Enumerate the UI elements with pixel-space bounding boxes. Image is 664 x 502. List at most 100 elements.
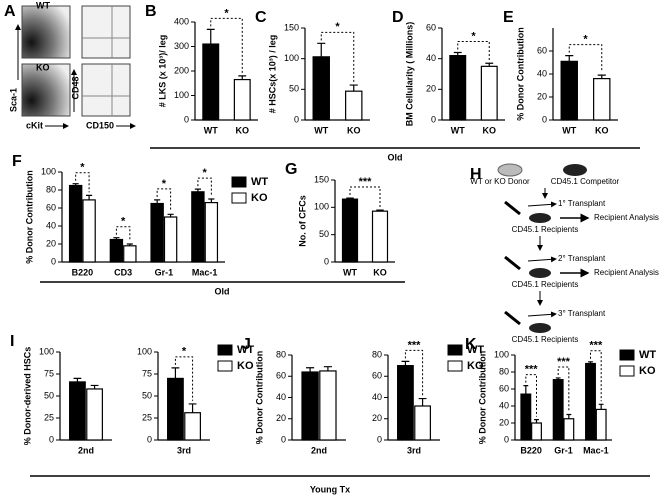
bar [109, 238, 124, 263]
y-tick-label: 60 [537, 45, 547, 55]
y-tick-label: 40 [372, 392, 382, 402]
error-bar [72, 183, 79, 186]
y-tick-label: 400 [174, 16, 189, 26]
y-tick-label: 80 [372, 349, 382, 359]
y-tick-label: 60 [276, 371, 286, 381]
y-tick-label: 20 [276, 413, 286, 423]
significance-bracket [174, 356, 194, 401]
panel-letter: B [145, 3, 157, 20]
y-tick-label: 100 [494, 349, 509, 359]
recipients-label: CD45.1 Recipients [512, 280, 579, 289]
y-axis-label: # LKS (x 10³)/ leg [157, 35, 167, 108]
y-tick-label: 80 [276, 349, 286, 359]
error-bar [306, 367, 315, 372]
error-bar [317, 42, 326, 57]
bar [480, 65, 498, 121]
flow-plot [21, 5, 71, 59]
panel-letter: H [470, 166, 482, 183]
significance-label: * [583, 34, 588, 46]
bar [552, 379, 564, 441]
bar [585, 362, 596, 441]
significance-label: *** [525, 364, 539, 376]
axis-label: CD150 [86, 120, 114, 130]
legend-swatch [619, 349, 635, 361]
y-tick-label: 40 [537, 68, 547, 78]
y-tick-label: 80 [46, 184, 56, 194]
error-bar [346, 197, 354, 200]
panel-letter: F [12, 153, 22, 170]
arrow [527, 256, 557, 263]
y-tick-label: 200 [174, 65, 189, 75]
significance-label: *** [589, 340, 603, 352]
recipients-label: CD45.1 Recipients [512, 225, 579, 234]
x-tick-label: B220 [520, 445, 542, 455]
error-bar [534, 419, 539, 423]
legend-label: WT [237, 344, 254, 356]
legend-label: KO [639, 365, 656, 377]
x-tick-label: 2nd [78, 445, 94, 455]
y-tick-label: 60 [46, 202, 56, 212]
error-bar [566, 413, 572, 419]
y-axis-label: % Donor Contribution [515, 27, 525, 120]
x-tick-label: KO [483, 125, 497, 135]
panel-letter: G [285, 161, 297, 178]
error-bar [523, 385, 529, 395]
syringe [504, 200, 521, 216]
error-bar [453, 51, 462, 56]
bar [560, 60, 578, 121]
y-tick-label: 40 [276, 392, 286, 402]
y-tick-label: 100 [137, 346, 152, 356]
y-tick-label: 40 [46, 220, 56, 230]
x-tick-label: WT [451, 125, 465, 135]
competitor-label: CD45.1 Competitor [551, 177, 620, 186]
axis-label: cKit [26, 120, 43, 130]
x-tick-label: 3rd [407, 445, 421, 455]
significance-bracket [525, 374, 538, 417]
panel-letter: C [255, 9, 267, 26]
analysis-label: Recipient Analysis [594, 268, 659, 277]
significance-label: *** [557, 356, 571, 368]
significance-bracket [197, 177, 212, 196]
y-tick-label: 20 [426, 84, 436, 94]
bar [345, 90, 363, 121]
significance-label: * [121, 216, 126, 228]
recipients-label: CD45.1 Recipients [512, 335, 579, 344]
y-tick-label: 0 [504, 434, 509, 444]
flow-panel: A WT KO Sca-1 cKit CD48 CD150 [4, 0, 136, 130]
bar [68, 184, 83, 263]
error-bar [588, 361, 593, 364]
legend-swatch [217, 360, 233, 372]
bar [82, 199, 96, 263]
mouse-icon [497, 163, 523, 177]
error-bar [113, 237, 120, 240]
y-tick-label: 0 [431, 114, 436, 124]
y-tick-label: 25 [44, 412, 54, 422]
error-bar [167, 213, 174, 217]
legend-label: WT [467, 344, 484, 356]
y-tick-label: 50 [44, 390, 54, 400]
y-tick-label: 100 [41, 166, 56, 176]
row-label: KO [36, 62, 50, 72]
significance-bracket [320, 31, 355, 83]
y-tick-label: 100 [314, 202, 329, 212]
y-tick-label: 75 [44, 368, 54, 378]
bar [301, 371, 319, 441]
y-tick-label: 80 [499, 366, 509, 376]
error-bar [323, 366, 332, 371]
bar [563, 418, 575, 441]
bar [184, 412, 201, 441]
bar [204, 202, 219, 263]
y-tick-label: 50 [289, 84, 299, 94]
row-label: WT [36, 0, 50, 10]
significance-label: * [471, 30, 476, 42]
y-tick-label: 150 [284, 22, 299, 32]
panel-letter: D [392, 9, 404, 26]
arrow [527, 201, 557, 208]
y-tick-label: 100 [39, 346, 54, 356]
flow-plot [21, 63, 71, 117]
y-tick-label: 50 [142, 390, 152, 400]
significance-bracket [589, 350, 602, 402]
y-tick-label: 20 [499, 417, 509, 427]
axis-label: CD48 [70, 76, 80, 99]
